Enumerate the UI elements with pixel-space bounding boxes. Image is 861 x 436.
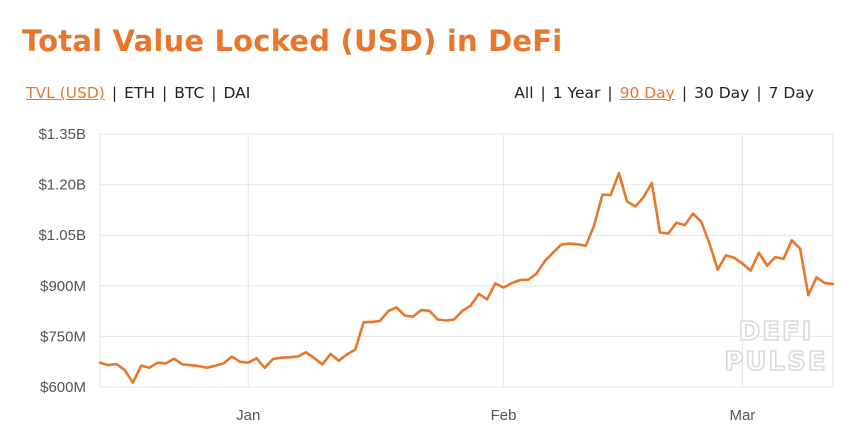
range-option-90-day[interactable]: 90 Day xyxy=(619,84,675,102)
watermark-line2: PULSE xyxy=(724,347,827,377)
y-tick-label: $1.35B xyxy=(38,126,86,143)
x-tick-label: Feb xyxy=(491,407,517,424)
separator: | xyxy=(607,84,613,102)
range-option-all[interactable]: All xyxy=(514,84,534,102)
separator: | xyxy=(540,84,546,102)
x-axis-ticks: Jan Feb Mar xyxy=(236,407,755,424)
range-option-1-year[interactable]: 1 Year xyxy=(552,84,601,102)
y-tick-label: $750M xyxy=(40,328,86,345)
x-tick-label: Mar xyxy=(729,407,755,424)
gridlines xyxy=(99,133,834,388)
y-axis-ticks: $600M $750M $900M $1.05B $1.20B $1.35B xyxy=(38,126,86,396)
separator: | xyxy=(211,84,217,102)
separator: | xyxy=(681,84,688,102)
separator: | xyxy=(162,84,168,102)
chart-title: Total Value Locked (USD) in DeFi xyxy=(22,24,563,58)
watermark-line1: DEFI xyxy=(739,317,814,347)
time-range-toggle-group: All | 1 Year | 90 Day | 30 Day | 7 Day xyxy=(514,84,814,102)
unit-option-btc[interactable]: BTC xyxy=(174,84,205,102)
separator: | xyxy=(111,84,118,102)
separator: | xyxy=(756,84,762,102)
unit-option-dai[interactable]: DAI xyxy=(223,84,251,102)
defi-pulse-watermark: DEFI PULSE xyxy=(724,316,827,378)
series-line-tvl xyxy=(98,171,835,384)
y-tick-label: $900M xyxy=(40,278,86,295)
unit-toggle-group: TVL (USD) | ETH | BTC | DAI xyxy=(26,84,250,102)
y-tick-label: $600M xyxy=(40,379,86,396)
unit-option-tvl-usd[interactable]: TVL (USD) xyxy=(26,84,105,102)
range-option-30-day[interactable]: 30 Day xyxy=(694,84,750,102)
unit-option-eth[interactable]: ETH xyxy=(124,84,156,102)
x-tick-label: Jan xyxy=(236,407,260,424)
y-tick-label: $1.05B xyxy=(38,227,86,244)
range-option-7-day[interactable]: 7 Day xyxy=(768,84,814,102)
y-tick-label: $1.20B xyxy=(38,177,86,194)
